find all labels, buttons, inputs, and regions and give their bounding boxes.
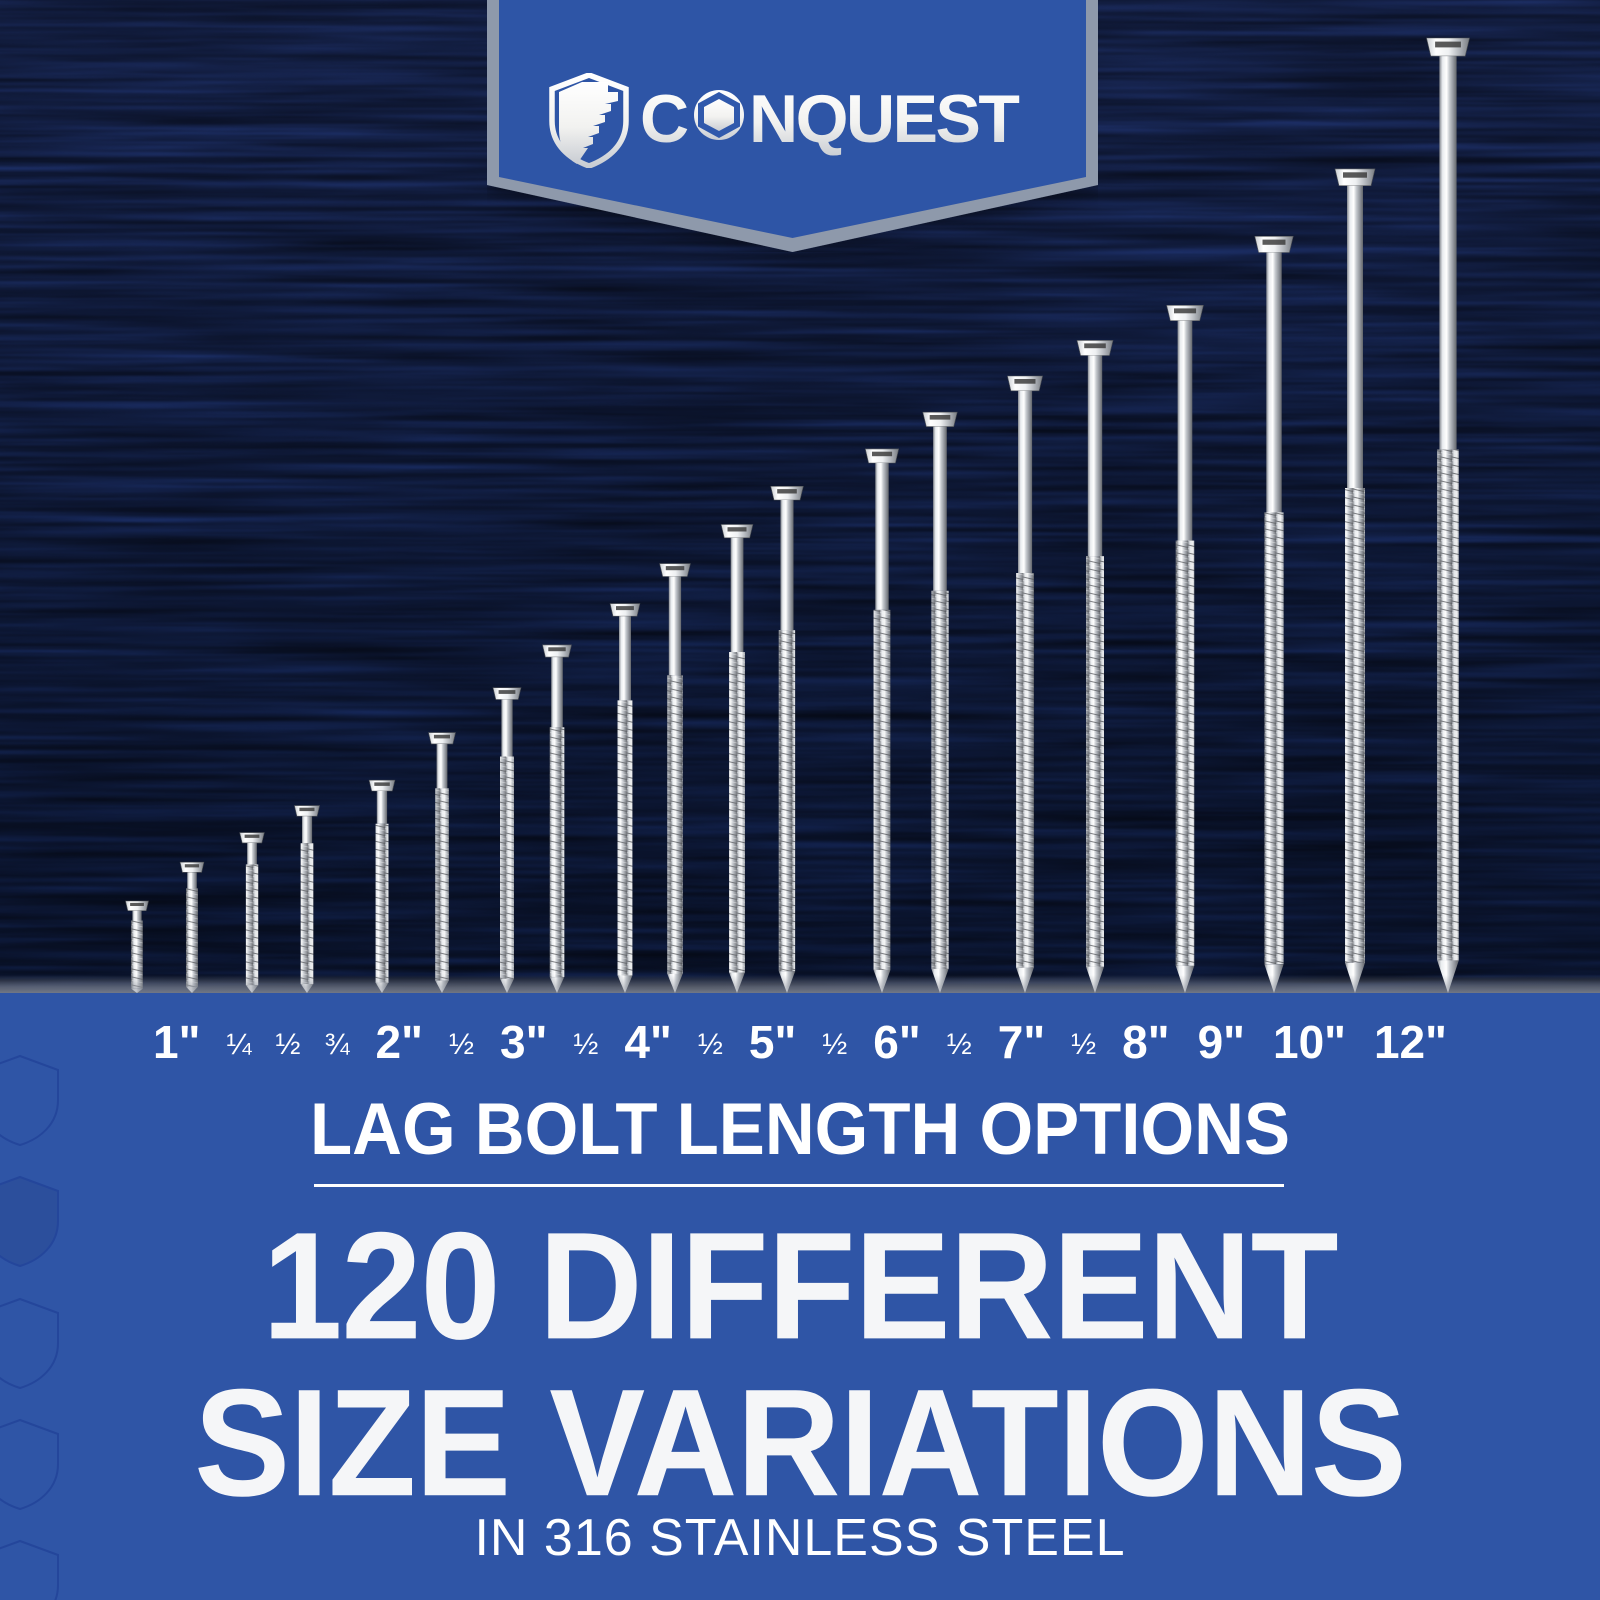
svg-text:C: C [640,81,688,157]
svg-text:NQUEST: NQUEST [749,81,1019,157]
